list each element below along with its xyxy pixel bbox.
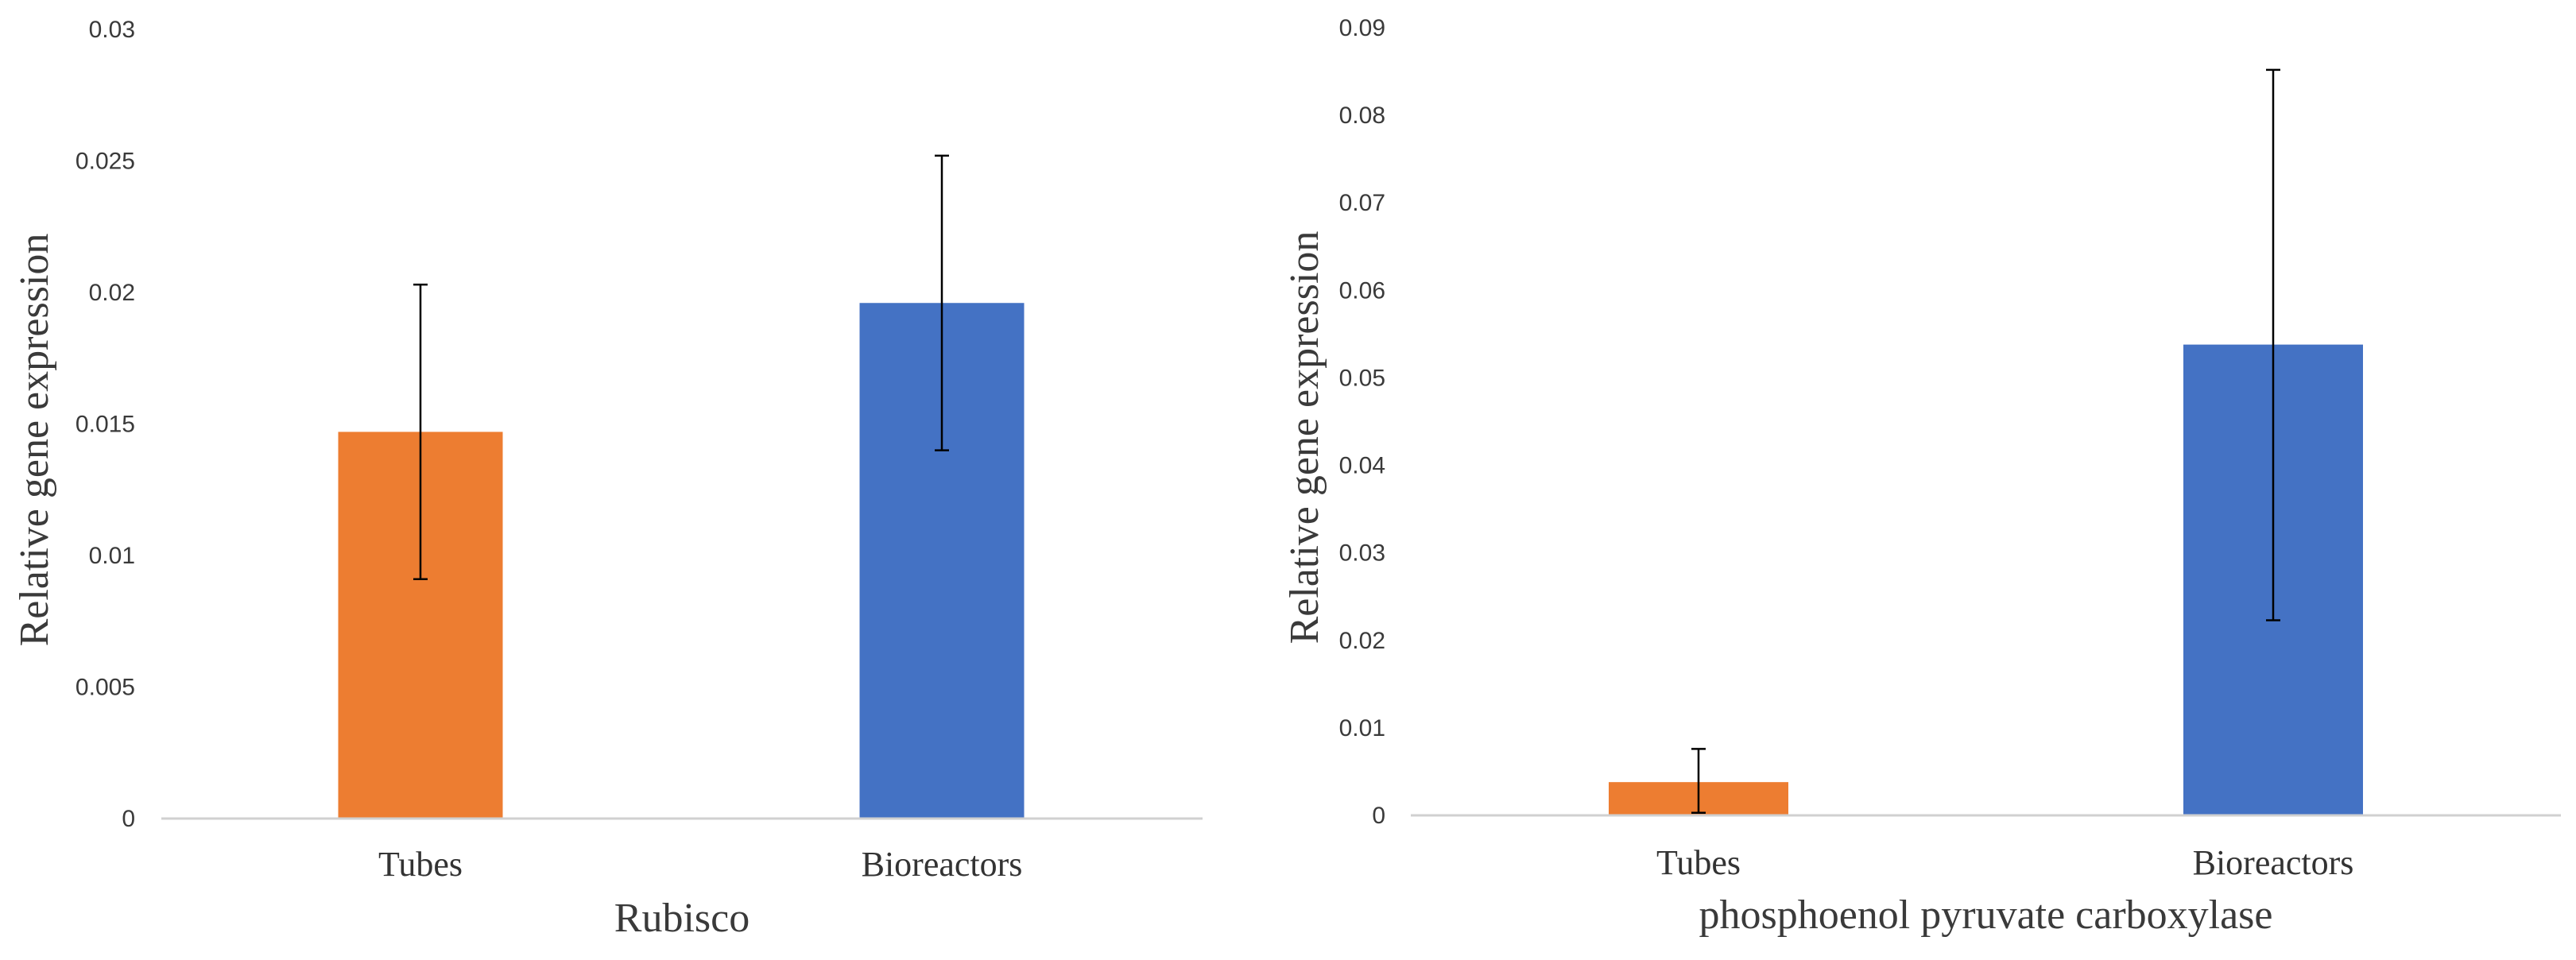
x-axis-title: phosphoenol pyruvate carboxylase — [1699, 892, 2272, 938]
y-tick-label: 0 — [1372, 803, 1385, 829]
y-axis-title: Relative gene expression — [1282, 231, 1327, 645]
x-category-label: Bioreactors — [862, 845, 1023, 884]
y-tick-label: 0.05 — [1339, 365, 1385, 391]
y-tick-label: 0.01 — [89, 543, 135, 569]
y-tick-label: 0.02 — [1339, 628, 1385, 654]
y-tick-label: 0.01 — [1339, 715, 1385, 741]
x-axis-title: Rubisco — [614, 896, 750, 941]
y-tick-label: 0.03 — [89, 17, 135, 43]
y-tick-label: 0.015 — [76, 412, 135, 438]
y-tick-label: 0.03 — [1339, 540, 1385, 567]
y-tick-label: 0 — [122, 806, 135, 832]
x-category-label: Tubes — [1656, 843, 1741, 882]
y-tick-label: 0.07 — [1339, 190, 1385, 216]
y-axis-title: Relative gene expression — [12, 234, 57, 647]
y-tick-label: 0.06 — [1339, 277, 1385, 304]
y-tick-label: 0.04 — [1339, 453, 1385, 479]
x-category-label: Tubes — [378, 845, 463, 884]
x-category-label: Bioreactors — [2193, 843, 2354, 882]
y-tick-label: 0.09 — [1339, 15, 1385, 41]
y-tick-label: 0.025 — [76, 149, 135, 175]
y-tick-label: 0.02 — [89, 280, 135, 306]
y-tick-label: 0.005 — [76, 675, 135, 701]
y-tick-label: 0.08 — [1339, 103, 1385, 129]
